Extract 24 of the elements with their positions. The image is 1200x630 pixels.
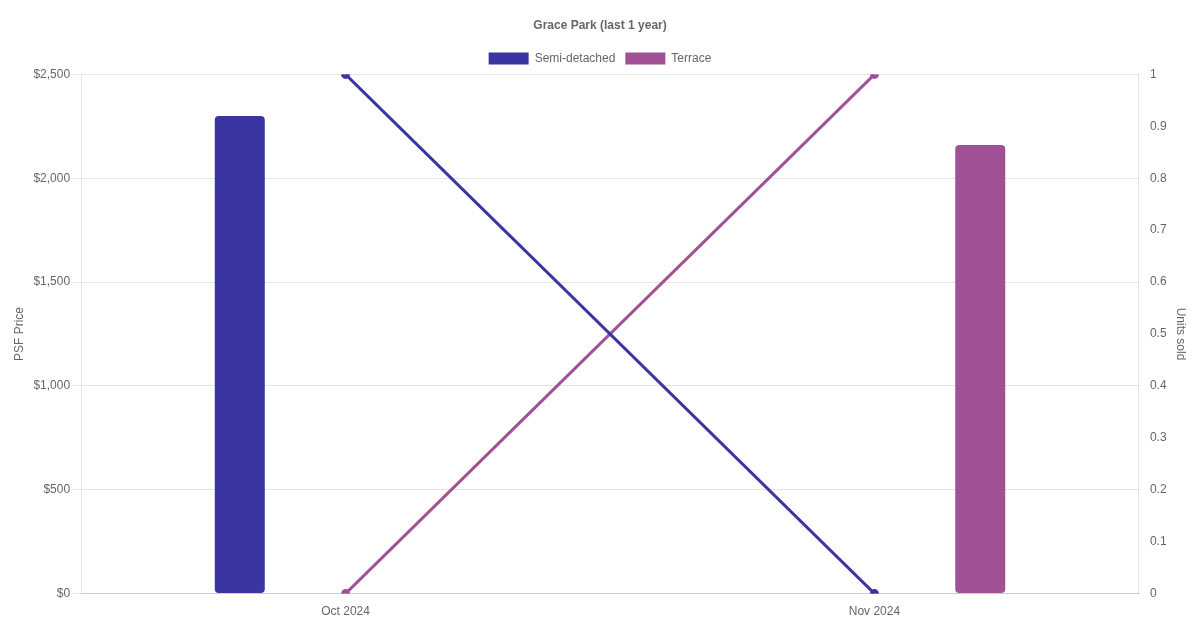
y2-tick-label: 0.4 <box>1149 378 1167 393</box>
y-tick-label: $0 <box>56 585 71 600</box>
y2-tick-label: 0.5 <box>1149 326 1167 341</box>
y-axis-title: PSF Price <box>11 306 26 362</box>
y-tick-label: $1,500 <box>33 274 71 289</box>
y2-tick-label: 0.6 <box>1149 274 1167 289</box>
y-tick-label: $2,000 <box>33 170 71 185</box>
legend-label: Terrace <box>671 50 712 65</box>
x-tick-label: Nov 2024 <box>848 604 901 619</box>
y2-tick-label: 0.7 <box>1149 222 1167 237</box>
y2-tick-label: 0.3 <box>1149 430 1167 445</box>
x-tick-label: Oct 2024 <box>321 604 371 619</box>
y-tick-label: $2,500 <box>33 66 71 81</box>
chart-title: Grace Park (last 1 year) <box>533 17 667 32</box>
y2-tick-label: 0.2 <box>1149 482 1167 497</box>
y2-tick-label: 0.8 <box>1149 170 1167 185</box>
y2-tick-label: 1 <box>1149 66 1157 81</box>
y2-axis-title: Units sold <box>1174 307 1189 361</box>
y-tick-label: $1,000 <box>33 378 71 393</box>
y2-tick-label: 0.9 <box>1149 118 1167 133</box>
y2-tick-label: 0 <box>1149 585 1157 600</box>
legend-label: Semi-detached <box>534 50 616 65</box>
y-tick-label: $500 <box>43 482 71 497</box>
y2-tick-label: 0.1 <box>1149 533 1167 548</box>
